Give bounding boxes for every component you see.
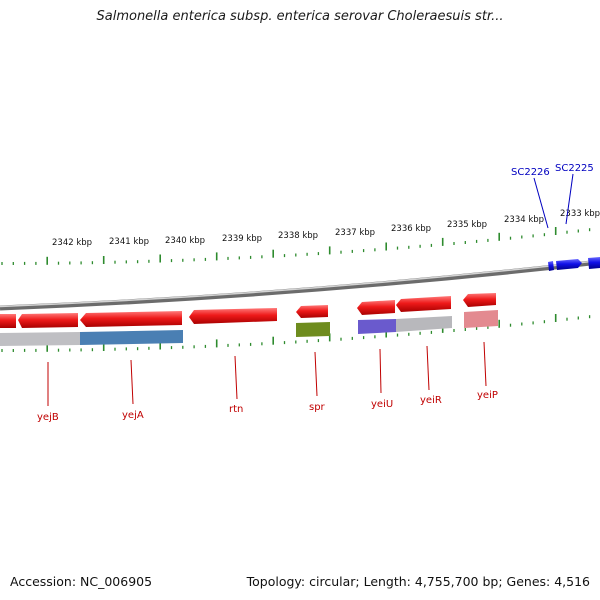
label-leader (565, 173, 574, 225)
cog-block (0, 332, 80, 346)
label-leader (130, 359, 134, 405)
gene-yejB[interactable] (18, 313, 78, 328)
gene-rtn[interactable] (189, 308, 277, 324)
genome-backbone-highlight (0, 259, 600, 308)
label-leader (314, 351, 318, 397)
label-leader (533, 177, 549, 229)
accession-text: Accession: NC_006905 (10, 574, 153, 589)
scale-label: 2342 kbp (52, 238, 92, 248)
forward-gene-labels: SC2226 SC2225 (511, 163, 594, 229)
label-leader (426, 345, 430, 391)
label-leader (483, 341, 487, 387)
gene-spr[interactable] (296, 305, 328, 318)
gene-label-yejA: yejA (122, 410, 144, 421)
scale-label: 2339 kbp (222, 234, 262, 244)
scale-label: 2337 kbp (335, 228, 375, 238)
genome-backbone (0, 259, 600, 311)
scale-label: 2340 kbp (165, 236, 205, 246)
gene-SC2226[interactable] (548, 261, 554, 271)
gene-yeiU[interactable] (357, 300, 395, 315)
gene-SC2225b[interactable] (588, 257, 600, 269)
label-leader (379, 348, 382, 394)
reverse-gene-labels: yejB yejA rtn spr yeiU yeiR yeiP (37, 341, 498, 423)
gene-label-SC2225: SC2225 (555, 163, 594, 174)
gene-label-yeiP: yeiP (477, 390, 498, 401)
gene-yejA[interactable] (80, 311, 182, 327)
gene-label-yeiR: yeiR (420, 395, 442, 406)
reverse-strand-genes (0, 293, 496, 328)
gene-left-partial[interactable] (0, 314, 16, 328)
gene-SC2225-arrow[interactable] (556, 259, 582, 270)
outer-scale-ticks (1, 227, 591, 265)
label-leader (234, 355, 238, 400)
cog-block (358, 319, 396, 334)
scale-label: 2336 kbp (391, 224, 431, 234)
scale-label: 2341 kbp (109, 237, 149, 247)
cog-category-band (0, 310, 498, 346)
gene-yeiP[interactable] (463, 293, 496, 307)
gene-label-spr: spr (309, 402, 326, 413)
cog-block (80, 330, 183, 345)
cog-block (396, 316, 452, 332)
scale-label: 2333 kbp (560, 209, 600, 219)
inner-scale-ticks (1, 314, 591, 352)
scale-labels: 2342 kbp 2341 kbp 2340 kbp 2339 kbp 2338… (52, 209, 600, 248)
gene-label-yeiU: yeiU (371, 399, 393, 410)
gene-yeiR[interactable] (396, 296, 451, 312)
gene-label-SC2226: SC2226 (511, 167, 550, 178)
forward-strand-genes (548, 257, 600, 271)
scale-label: 2334 kbp (504, 215, 544, 225)
cog-block (296, 322, 330, 337)
scale-label: 2338 kbp (278, 231, 318, 241)
scale-label: 2335 kbp (447, 220, 487, 230)
gene-label-yejB: yejB (37, 412, 59, 423)
cog-block (464, 310, 498, 328)
gene-label-rtn: rtn (229, 404, 243, 415)
genome-summary-text: Topology: circular; Length: 4,755,700 bp… (246, 574, 590, 589)
genome-title: Salmonella enterica subsp. enterica sero… (96, 9, 504, 24)
